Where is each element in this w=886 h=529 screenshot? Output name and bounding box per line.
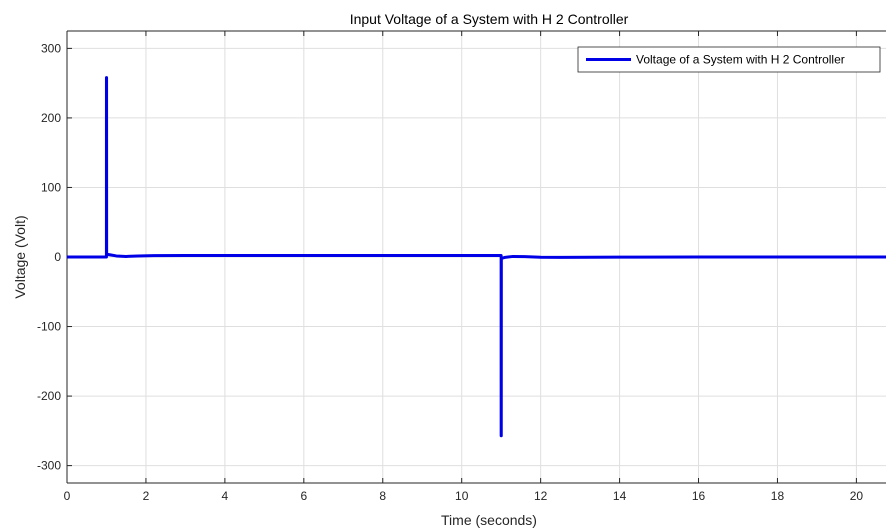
chart-title: Input Voltage of a System with H 2 Contr… [350,11,629,27]
x-tick-label: 18 [771,489,785,503]
series-line [67,76,886,438]
y-tick-label: -300 [37,459,61,473]
x-tick-label: 8 [379,489,386,503]
y-tick-label: -200 [37,389,61,403]
x-tick-label: 0 [64,489,71,503]
legend-label: Voltage of a System with H 2 Controller [636,53,845,67]
legend: Voltage of a System with H 2 Controller [577,46,881,73]
x-axis-title: Time (seconds) [441,512,537,528]
y-tick-label: 100 [41,180,61,194]
x-tick-label: 4 [222,489,229,503]
x-tick-label: 12 [534,489,548,503]
x-tick-label: 10 [455,489,469,503]
y-axis-title: Voltage (Volt) [12,215,28,298]
y-tick-label: 0 [54,250,61,264]
series-layer [67,76,886,438]
y-tick-label: 200 [41,111,61,125]
x-tick-label: 2 [143,489,150,503]
x-tick-label: 6 [300,489,307,503]
tick-labels: 0 2 4 6 8 10 12 14 16 18 20 -300 -200 -100 0 100 200 300 [37,41,863,503]
y-tick-label: 300 [41,41,61,55]
x-tick-label: 16 [692,489,706,503]
x-tick-label: 14 [613,489,627,503]
y-tick-label: -100 [37,320,61,334]
x-tick-label: 20 [850,489,864,503]
